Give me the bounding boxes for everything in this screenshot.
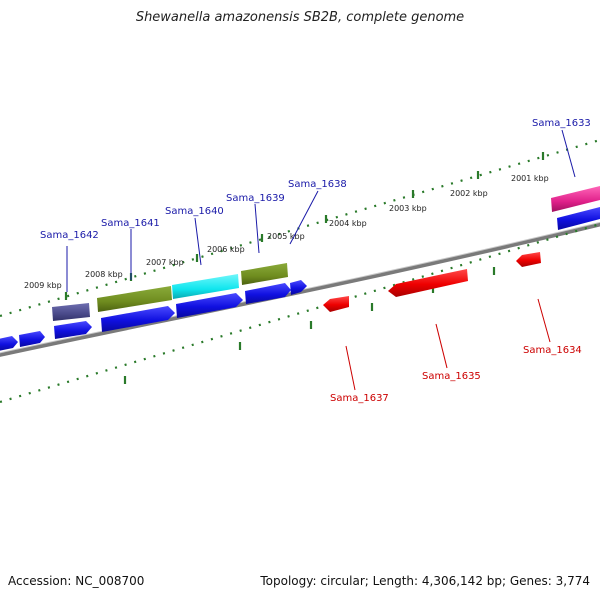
scale-label-2004: 2004 kbp: [329, 219, 367, 228]
gene-label-sama-1633: Sama_1633: [532, 118, 591, 129]
label-leaders: [66, 129, 576, 391]
forward-cds: [0, 336, 18, 351]
forward-cds: [245, 283, 291, 304]
gene-label-sama-1637: Sama_1637: [330, 393, 389, 404]
scale-label-2008: 2008 kbp: [85, 270, 123, 279]
scale-label-2007: 2007 kbp: [146, 258, 184, 267]
scale-label-2002: 2002 kbp: [450, 189, 488, 198]
reverse-cds-arrows: [323, 252, 541, 312]
reverse-cds: [323, 296, 349, 312]
scale-label-2006: 2006 kbp: [207, 245, 245, 254]
gene-label-sama-1635: Sama_1635: [422, 371, 481, 382]
gene-labels-bottom: Sama_1634 Sama_1635 Sama_1637: [330, 345, 582, 404]
forward-scale-ticks: [0, 138, 600, 318]
scale-label-2005: 2005 kbp: [267, 232, 305, 241]
gene-label-sama-1639: Sama_1639: [226, 193, 285, 204]
scale-labels: 2001 kbp 2002 kbp 2003 kbp 2004 kbp 2005…: [24, 174, 549, 290]
gene-label-sama-1638: Sama_1638: [288, 179, 347, 190]
forward-cds: [290, 280, 307, 295]
scale-label-2003: 2003 kbp: [389, 204, 427, 213]
gene-sama-1642: [52, 303, 90, 321]
forward-cds: [101, 306, 175, 332]
gene-sama-1639: [241, 263, 288, 285]
scale-label-2009: 2009 kbp: [24, 281, 62, 290]
reverse-cds: [388, 269, 468, 297]
forward-cds: [176, 293, 243, 318]
reverse-cds: [516, 252, 541, 267]
forward-cds: [54, 321, 92, 339]
accession-text: Accession: NC_008700: [8, 574, 145, 588]
gene-sama-1640: [172, 274, 239, 299]
forward-cds-arrows: [0, 207, 600, 351]
gene-label-sama-1642: Sama_1642: [40, 230, 99, 241]
gene-label-sama-1634: Sama_1634: [523, 345, 582, 356]
gene-sama-1633: [551, 186, 600, 212]
forward-cds: [557, 207, 600, 230]
gene-labels-top: Sama_1633 Sama_1638 Sama_1639 Sama_1640 …: [40, 118, 591, 241]
scale-label-2001: 2001 kbp: [511, 174, 549, 183]
forward-genes-colored: [52, 186, 600, 321]
reverse-scale-ticks: [0, 222, 600, 404]
map-title: Shewanella amazonensis SB2B, complete ge…: [135, 10, 465, 25]
forward-cds: [19, 331, 45, 347]
gene-label-sama-1640: Sama_1640: [165, 206, 224, 217]
gene-sama-1641: [97, 286, 172, 312]
topology-summary: Topology: circular; Length: 4,306,142 bp…: [260, 574, 590, 588]
gene-label-sama-1641: Sama_1641: [101, 218, 160, 229]
